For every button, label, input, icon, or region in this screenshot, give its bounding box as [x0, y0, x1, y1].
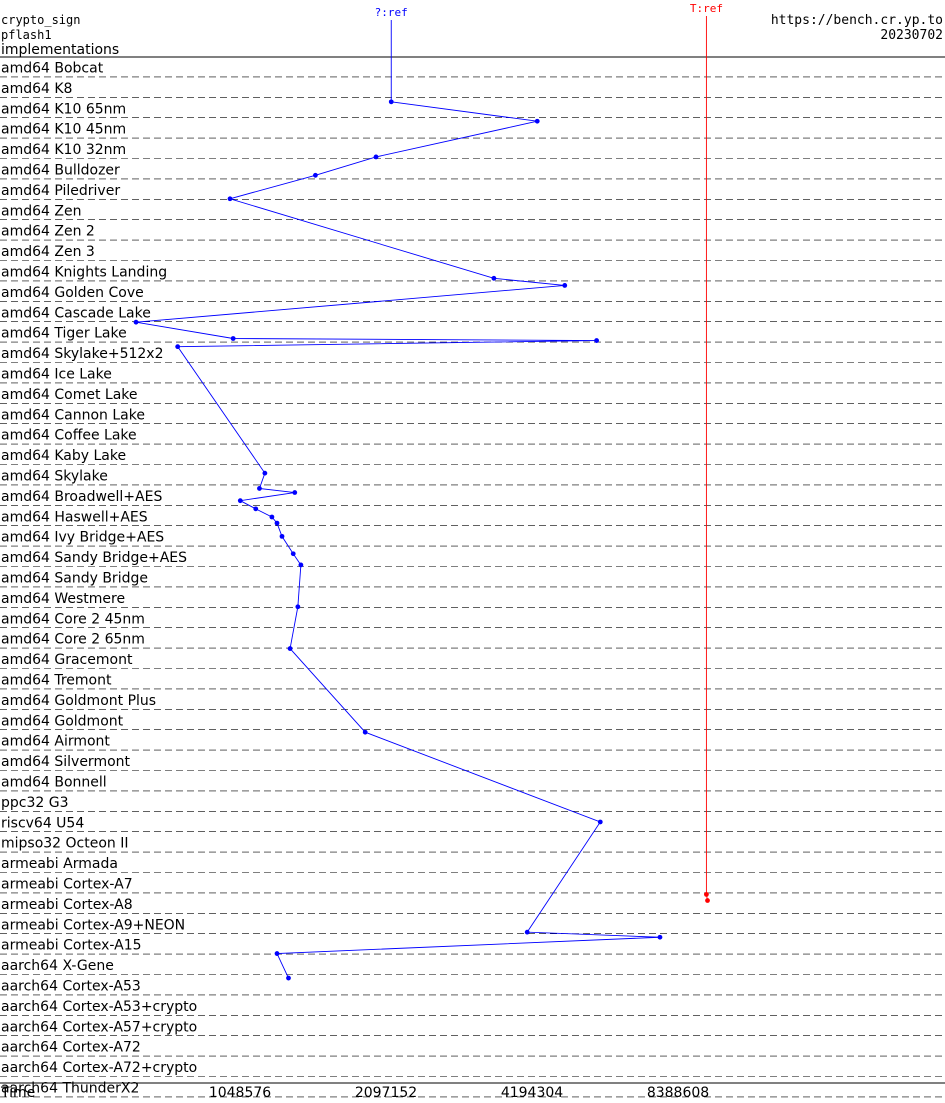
data-point	[262, 470, 268, 476]
x-tick-label: 8388608	[647, 1085, 709, 1101]
data-point	[705, 898, 710, 903]
data-point	[274, 520, 280, 526]
data-point	[286, 975, 291, 981]
category-label: amd64 Gracemont	[1, 652, 133, 668]
category-label: amd64 Cascade Lake	[1, 305, 151, 321]
data-point	[279, 533, 285, 539]
x-tick-label: 4194304	[501, 1085, 563, 1101]
data-point	[274, 951, 280, 956]
data-point	[534, 118, 540, 124]
category-label: amd64 Sandy Bridge	[1, 571, 148, 587]
data-point	[597, 819, 603, 825]
category-label: aarch64 Cortex-A53	[1, 979, 141, 995]
data-point	[253, 506, 259, 512]
category-label: amd64 Core 2 65nm	[1, 632, 145, 648]
category-label: amd64 Westmere	[1, 591, 125, 607]
category-label: amd64 Ivy Bridge+AES	[1, 530, 164, 546]
data-point	[313, 172, 318, 178]
data-point	[133, 319, 139, 325]
data-point	[362, 729, 368, 735]
category-label: amd64 K8	[1, 81, 72, 97]
category-label: amd64 Haswell+AES	[1, 509, 148, 525]
category-label: amd64 Tiger Lake	[1, 326, 127, 342]
category-label: amd64 Core 2 45nm	[1, 611, 145, 627]
category-label: amd64 Goldmont	[1, 713, 124, 729]
category-label: amd64 Skylake+512x2	[1, 346, 163, 362]
category-label: armeabi Cortex-A7	[1, 877, 133, 893]
category-label: amd64 Bulldozer	[1, 163, 120, 179]
category-label: amd64 Skylake	[1, 469, 108, 485]
category-label: amd64 Kaby Lake	[1, 448, 126, 464]
category-label: aarch64 Cortex-A72	[1, 1040, 141, 1056]
category-label: amd64 Sandy Bridge+AES	[1, 550, 187, 566]
data-point	[175, 344, 181, 350]
data-point	[373, 154, 379, 160]
category-label: armeabi Armada	[1, 856, 118, 872]
category-label: armeabi Cortex-A15	[1, 938, 142, 954]
data-point	[704, 892, 709, 897]
category-label: mipso32 Octeon II	[1, 836, 129, 852]
category-label: amd64 Broadwell+AES	[1, 489, 162, 505]
category-label: amd64 Comet Lake	[1, 387, 138, 403]
data-point	[287, 646, 293, 651]
category-label: amd64 K10 45nm	[1, 122, 126, 138]
category-label: amd64 K10 65nm	[1, 101, 126, 117]
data-point	[257, 486, 262, 491]
data-point	[227, 196, 233, 202]
data-point	[594, 338, 600, 343]
data-point	[657, 934, 663, 940]
category-label: amd64 Ice Lake	[1, 367, 112, 383]
data-point	[388, 99, 394, 105]
category-label: amd64 Knights Landing	[1, 265, 167, 281]
data-point	[562, 283, 568, 288]
category-label: aarch64 Cortex-A72+crypto	[1, 1060, 197, 1076]
series-label: ?:ref	[375, 6, 408, 19]
primitive-name: crypto_sign	[1, 13, 80, 27]
data-point	[298, 562, 304, 568]
category-label: amd64 Piledriver	[1, 183, 120, 199]
category-label: amd64 Zen 3	[1, 244, 95, 260]
system-name: pflash1	[1, 28, 52, 42]
implementations-heading: implementations	[1, 42, 119, 58]
data-point	[237, 498, 243, 504]
series-label: T:ref	[690, 2, 723, 15]
category-label: riscv64 U54	[1, 815, 84, 831]
data-point	[524, 929, 530, 935]
category-label: amd64 Bonnell	[1, 775, 107, 791]
category-label: ppc32 G3	[1, 795, 69, 811]
series-line	[135, 101, 660, 979]
category-label: amd64 Golden Cove	[1, 285, 144, 301]
category-label: amd64 Coffee Lake	[1, 428, 137, 444]
data-point	[290, 551, 296, 557]
category-label: amd64 Zen	[1, 203, 81, 219]
x-tick-label: 2097152	[355, 1085, 417, 1101]
category-label: amd64 Airmont	[1, 734, 110, 750]
category-label: aarch64 Cortex-A53+crypto	[1, 999, 197, 1015]
category-label: amd64 Zen 2	[1, 224, 95, 240]
report-date: 20230702	[880, 28, 943, 43]
category-label: amd64 Tremont	[1, 673, 112, 689]
category-label: aarch64 X-Gene	[1, 958, 114, 974]
category-label: amd64 Cannon Lake	[1, 407, 145, 423]
data-point	[292, 490, 298, 495]
category-label: armeabi Cortex-A8	[1, 897, 133, 913]
category-label: armeabi Cortex-A9+NEON	[1, 917, 185, 933]
category-label: amd64 Goldmont Plus	[1, 693, 156, 709]
data-point	[269, 514, 275, 520]
category-label: amd64 Bobcat	[1, 61, 104, 77]
data-point	[491, 275, 497, 281]
category-label: aarch64 Cortex-A57+crypto	[1, 1019, 197, 1035]
category-label: amd64 K10 32nm	[1, 142, 126, 158]
data-point	[230, 336, 236, 341]
data-point	[295, 604, 301, 610]
category-label: aarch64 ThunderX2	[1, 1081, 139, 1097]
category-label: amd64 Silvermont	[1, 754, 131, 770]
site-url: https://bench.cr.yp.to	[771, 13, 943, 28]
x-tick-label: 1048576	[209, 1085, 271, 1101]
